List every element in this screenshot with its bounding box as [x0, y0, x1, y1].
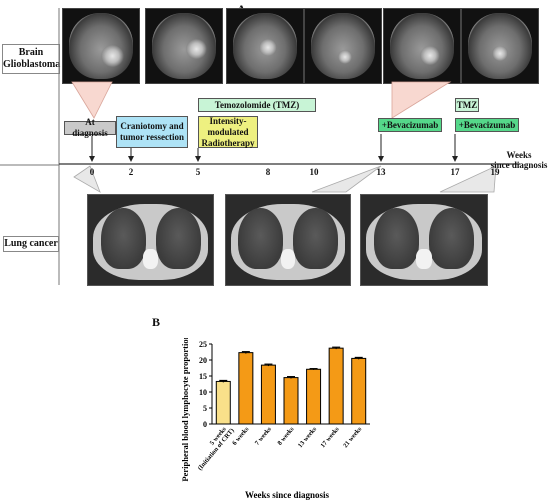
arrow-week17: [452, 156, 458, 162]
bar-3: [283, 377, 299, 425]
tick-label-10: 10: [309, 167, 319, 177]
ct-image-week0: [87, 194, 214, 286]
box-tmz-2: TMZ: [455, 98, 479, 112]
tick-label-5: 5: [195, 167, 201, 177]
x-tick-label-2: 7 weeks: [254, 425, 273, 446]
bar-5: [328, 347, 344, 425]
y-tick-label-0: 0: [203, 420, 207, 429]
panel-b-label: B: [152, 315, 161, 329]
tick-label-19: 19: [490, 167, 500, 177]
bar-1: [238, 352, 254, 425]
callout-week13-wedge: [391, 81, 452, 119]
mri-image-week13: [383, 8, 461, 84]
bar-2: [260, 364, 276, 425]
mri-image-week5: [226, 8, 304, 84]
box-at-diagnosis: At diagnosis: [64, 117, 116, 138]
lymphocyte-bar-chart: Peripheral blood lymphocyte proportion (…: [180, 338, 370, 500]
y-tick-label-3: 15: [199, 372, 207, 381]
ct-image-week19: [360, 194, 488, 286]
x-tick-label-6: 21 weeks: [342, 425, 364, 449]
x-tick-label-4: 13 weeks: [297, 425, 319, 449]
timeline-title: Weeks since diagnosis: [490, 150, 548, 170]
y-tick-label-5: 25: [199, 340, 207, 349]
arrow-week2: [128, 156, 134, 162]
bar-0: [215, 380, 231, 425]
tick-label-2: 2: [128, 167, 134, 177]
brain-row-label: Brain Glioblastoma: [2, 44, 60, 74]
y-tick-label-4: 20: [199, 356, 207, 365]
x-tick-label-1: 6 weeks: [231, 425, 250, 446]
bar-4: [306, 368, 322, 425]
y-tick-label-2: 10: [199, 388, 207, 397]
callout-ct-week0: [73, 165, 101, 193]
callout-diagnosis-wedge: [71, 81, 113, 119]
tick-label-0: 0: [89, 167, 95, 177]
box-bevacizumab-2: +Bevacizumab: [455, 118, 519, 132]
box-imrt: Intensity-modulated Radiotherapy: [198, 116, 258, 148]
callout-ct-week19: [439, 165, 497, 193]
tick-label-8: 8: [265, 167, 271, 177]
x-tick-label-3: 8 weeks: [276, 425, 295, 446]
lung-row-label: Lung cancer: [3, 236, 59, 252]
y-axis-title: Peripheral blood lymphocyte proportion (…: [180, 338, 190, 482]
tick-label-17: 17: [450, 167, 460, 177]
mri-image-week17: [461, 8, 539, 84]
box-bevacizumab-1: +Bevacizumab: [378, 118, 442, 132]
panel-a-lines: [0, 8, 520, 285]
bar-6: [351, 357, 367, 425]
y-tick-label-1: 5: [203, 404, 207, 413]
tick-label-13: 13: [376, 167, 386, 177]
arrow-week0: [89, 156, 95, 162]
x-axis-title: Weeks since diagnosis: [245, 490, 330, 500]
callout-ct-week13: [311, 165, 382, 193]
mri-image-week10: [304, 8, 382, 84]
arrow-week5: [195, 156, 201, 162]
x-tick-label-5: 17 weeks: [319, 425, 341, 449]
box-craniotomy: Craniotomy and tumor ressection: [116, 116, 188, 148]
arrow-week13: [378, 156, 384, 162]
mri-image-diagnosis: [62, 8, 140, 84]
mri-image-postop: [145, 8, 223, 84]
x-tick-label-0: 5 weeks(Initiation of CRT): [191, 423, 235, 472]
box-temozolomide: Temozolomide (TMZ): [198, 98, 316, 112]
ct-image-week13: [225, 194, 351, 286]
